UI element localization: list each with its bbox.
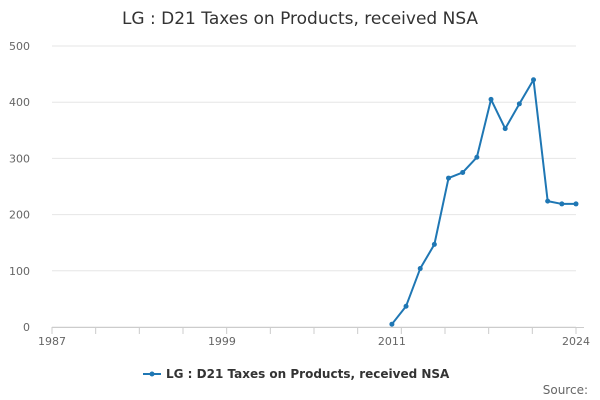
data-point bbox=[573, 201, 579, 207]
x-tick-label: 1999 bbox=[208, 335, 236, 348]
legend-label: LG : D21 Taxes on Products, received NSA bbox=[166, 367, 450, 381]
y-tick-label: 100 bbox=[9, 265, 30, 278]
legend[interactable]: LG : D21 Taxes on Products, received NSA bbox=[143, 367, 450, 381]
chart-title: LG : D21 Taxes on Products, received NSA bbox=[122, 9, 478, 29]
x-tick-label: 2024 bbox=[562, 335, 590, 348]
series-line bbox=[391, 78, 576, 325]
data-point bbox=[474, 154, 480, 160]
legend-marker bbox=[149, 371, 155, 377]
series-layer bbox=[389, 77, 579, 327]
data-point bbox=[502, 126, 508, 132]
x-tick-label: 2011 bbox=[378, 335, 406, 348]
data-point bbox=[516, 101, 522, 107]
data-point bbox=[431, 241, 437, 247]
data-point bbox=[559, 201, 565, 207]
source-label: Source: bbox=[543, 383, 588, 397]
y-tick-label: 0 bbox=[23, 321, 30, 334]
y-tick-label: 500 bbox=[9, 40, 30, 53]
data-point bbox=[531, 77, 537, 83]
data-point bbox=[460, 169, 466, 175]
gridlines bbox=[52, 45, 576, 328]
data-point bbox=[488, 96, 494, 102]
x-tick-label: 1987 bbox=[38, 335, 66, 348]
y-tick-label: 200 bbox=[9, 209, 30, 222]
y-tick-label: 400 bbox=[9, 96, 30, 109]
data-point bbox=[389, 321, 395, 327]
y-tick-label: 300 bbox=[9, 152, 30, 165]
data-point bbox=[446, 175, 452, 181]
axes: 0 100 200 300 400 500 1987 1999 2011 2024 bbox=[9, 40, 590, 348]
data-point bbox=[417, 266, 423, 272]
data-point bbox=[545, 198, 551, 204]
data-point bbox=[403, 303, 409, 309]
